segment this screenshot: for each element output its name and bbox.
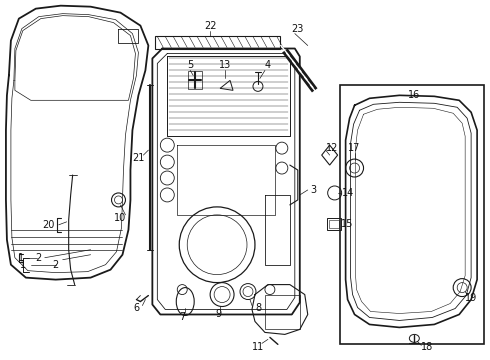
Text: 14: 14 <box>342 188 354 198</box>
Text: 16: 16 <box>408 90 420 100</box>
Text: 18: 18 <box>421 342 434 352</box>
Text: 17: 17 <box>348 143 361 153</box>
Text: 1: 1 <box>18 253 24 263</box>
Text: 20: 20 <box>43 220 55 230</box>
Bar <box>265 294 300 329</box>
Text: 15: 15 <box>342 219 354 229</box>
Text: 21: 21 <box>132 153 145 163</box>
Text: 2: 2 <box>36 253 42 263</box>
Bar <box>188 71 202 89</box>
Text: 9: 9 <box>215 310 221 319</box>
Bar <box>340 85 484 345</box>
Text: 8: 8 <box>255 302 261 312</box>
Bar <box>155 36 280 49</box>
Bar <box>327 218 341 230</box>
Text: 23: 23 <box>292 24 304 33</box>
Text: 19: 19 <box>465 293 477 302</box>
Text: 22: 22 <box>204 21 217 31</box>
Text: 10: 10 <box>114 213 126 223</box>
Text: 4: 4 <box>265 60 271 71</box>
Text: 6: 6 <box>133 302 140 312</box>
Text: 12: 12 <box>325 143 338 153</box>
Text: 13: 13 <box>219 60 231 71</box>
Bar <box>329 220 339 228</box>
Text: 2: 2 <box>52 260 59 270</box>
Text: 11: 11 <box>252 342 264 352</box>
Text: 5: 5 <box>187 60 194 71</box>
Text: 3: 3 <box>311 185 317 195</box>
Text: 7: 7 <box>179 312 185 323</box>
Text: 1: 1 <box>20 260 26 270</box>
